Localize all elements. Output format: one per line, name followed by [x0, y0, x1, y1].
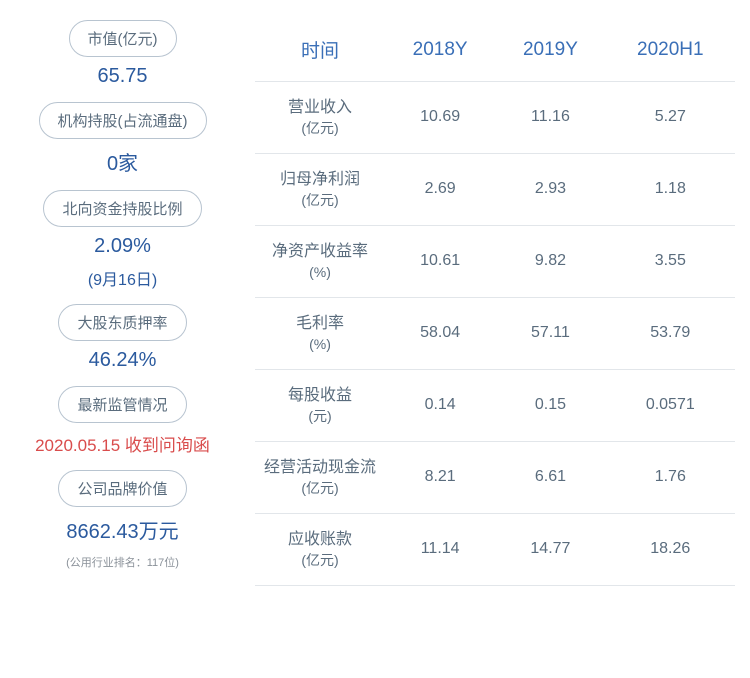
table-cell: 10.69	[385, 82, 495, 154]
metric-name: 净资产收益率	[261, 242, 379, 263]
table-row: 毛利率(%)58.0457.1153.79	[255, 297, 735, 369]
summary-value: 8662.43万元	[66, 515, 178, 544]
summary-value: 65.75	[97, 65, 147, 88]
table-cell: 0.14	[385, 369, 495, 441]
table-cell: 57.11	[495, 297, 605, 369]
summary-value: 2.09%	[94, 235, 151, 258]
table-header: 2020H1	[606, 20, 735, 82]
table-cell: 3.55	[606, 225, 735, 297]
summary-value: 0家	[107, 147, 138, 176]
metric-unit: (%)	[261, 335, 379, 353]
table-cell: 2.69	[385, 153, 495, 225]
summary-pill: 机构持股(占流通盘)	[39, 102, 207, 139]
table-cell: 11.16	[495, 82, 605, 154]
table-row: 营业收入(亿元)10.6911.165.27	[255, 82, 735, 154]
financial-table: 时间2018Y2019Y2020H1 营业收入(亿元)10.6911.165.2…	[255, 20, 735, 586]
table-row: 应收账款(亿元)11.1414.7718.26	[255, 513, 735, 585]
metric-name: 毛利率	[261, 314, 379, 335]
summary-pill: 北向资金持股比例	[43, 190, 201, 227]
table-cell: 1.18	[606, 153, 735, 225]
left-summary-panel: 市值(亿元) 65.75 机构持股(占流通盘) 0家北向资金持股比例 2.09% (9月1…	[15, 20, 245, 658]
metric-label-cell: 归母净利润(亿元)	[255, 153, 385, 225]
summary-value: 46.24%	[89, 349, 157, 372]
metric-unit: (亿元)	[261, 479, 379, 497]
table-cell: 8.21	[385, 441, 495, 513]
metric-label-cell: 应收账款(亿元)	[255, 513, 385, 585]
metric-unit: (%)	[261, 263, 379, 281]
summary-pill: 公司品牌价值	[58, 470, 186, 507]
table-cell: 14.77	[495, 513, 605, 585]
table-cell: 53.79	[606, 297, 735, 369]
table-cell: 18.26	[606, 513, 735, 585]
table-cell: 9.82	[495, 225, 605, 297]
summary-value: 2020.05.15 收到问询函	[35, 431, 210, 456]
metric-name: 每股收益	[261, 386, 379, 407]
table-header: 2019Y	[495, 20, 605, 82]
metric-unit: (元)	[261, 407, 379, 425]
metric-label-cell: 经营活动现金流(亿元)	[255, 441, 385, 513]
metric-label-cell: 每股收益(元)	[255, 369, 385, 441]
table-cell: 2.93	[495, 153, 605, 225]
table-row: 每股收益(元)0.140.150.0571	[255, 369, 735, 441]
table-header: 时间	[255, 20, 385, 82]
table-cell: 58.04	[385, 297, 495, 369]
table-row: 经营活动现金流(亿元)8.216.611.76	[255, 441, 735, 513]
summary-sub: (9月16日)	[88, 266, 157, 290]
table-row: 净资产收益率(%)10.619.823.55	[255, 225, 735, 297]
metric-label-cell: 毛利率(%)	[255, 297, 385, 369]
table-cell: 6.61	[495, 441, 605, 513]
metric-label-cell: 营业收入(亿元)	[255, 82, 385, 154]
table-cell: 5.27	[606, 82, 735, 154]
table-cell: 11.14	[385, 513, 495, 585]
metric-unit: (亿元)	[261, 551, 379, 569]
metric-name: 营业收入	[261, 98, 379, 119]
summary-note: (公用行业排名：117位)	[66, 554, 179, 570]
metric-name: 应收账款	[261, 530, 379, 551]
table-cell: 10.61	[385, 225, 495, 297]
table-cell: 1.76	[606, 441, 735, 513]
metric-name: 经营活动现金流	[261, 458, 379, 479]
metric-name: 归母净利润	[261, 170, 379, 191]
metric-unit: (亿元)	[261, 119, 379, 137]
summary-pill: 市值(亿元)	[69, 20, 177, 57]
summary-pill: 大股东质押率	[58, 304, 186, 341]
metric-unit: (亿元)	[261, 191, 379, 209]
table-header: 2018Y	[385, 20, 495, 82]
right-table-panel: 时间2018Y2019Y2020H1 营业收入(亿元)10.6911.165.2…	[245, 20, 735, 658]
table-cell: 0.15	[495, 369, 605, 441]
summary-pill: 最新监管情况	[58, 386, 186, 423]
table-row: 归母净利润(亿元)2.692.931.18	[255, 153, 735, 225]
metric-label-cell: 净资产收益率(%)	[255, 225, 385, 297]
table-cell: 0.0571	[606, 369, 735, 441]
